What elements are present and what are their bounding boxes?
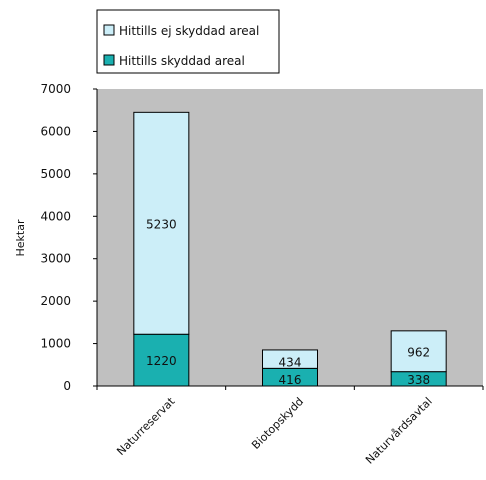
y-axis: 0 1000 2000 3000 4000 5000 6000 7000 <box>40 82 98 393</box>
y-tick-label: 0 <box>63 379 71 393</box>
legend-label: Hittills ej skyddad areal <box>119 24 259 38</box>
x-category-label: Biotopskydd <box>249 395 306 452</box>
legend-swatch <box>103 24 115 36</box>
y-tick-label: 4000 <box>40 209 71 223</box>
bar-value-label: 338 <box>407 373 430 387</box>
y-tick-label: 7000 <box>40 82 71 96</box>
legend: Hittills ej skyddad areal Hittills skydda… <box>96 9 280 74</box>
y-tick-label: 3000 <box>40 252 71 266</box>
legend-label: Hittills skyddad areal <box>119 54 245 68</box>
x-category-label: Naturvårdsavtal <box>363 395 435 467</box>
bar-value-label: 962 <box>407 345 430 359</box>
y-tick-label: 6000 <box>40 124 71 138</box>
legend-box <box>96 9 280 74</box>
bars: 1220 5230 416 434 338 962 <box>133 111 447 387</box>
bar-segment <box>390 330 447 373</box>
bar-value-label: 434 <box>279 355 302 369</box>
bar-value-label: 416 <box>279 373 302 387</box>
x-category-label: Naturreservat <box>114 394 178 458</box>
y-tick-label: 2000 <box>40 294 71 308</box>
bar-segment <box>262 349 318 369</box>
y-axis-label: Hektar <box>14 219 27 256</box>
bar-segment <box>133 333 190 387</box>
y-tick-label: 5000 <box>40 167 71 181</box>
bar-value-label: 5230 <box>146 217 177 231</box>
x-axis: Naturreservat Biotopskydd Naturvårdsavtal <box>96 385 484 467</box>
y-tick-label: 1000 <box>40 337 71 351</box>
bar-segment <box>133 111 190 335</box>
legend-swatch <box>103 54 115 66</box>
bar-value-label: 1220 <box>146 354 177 368</box>
